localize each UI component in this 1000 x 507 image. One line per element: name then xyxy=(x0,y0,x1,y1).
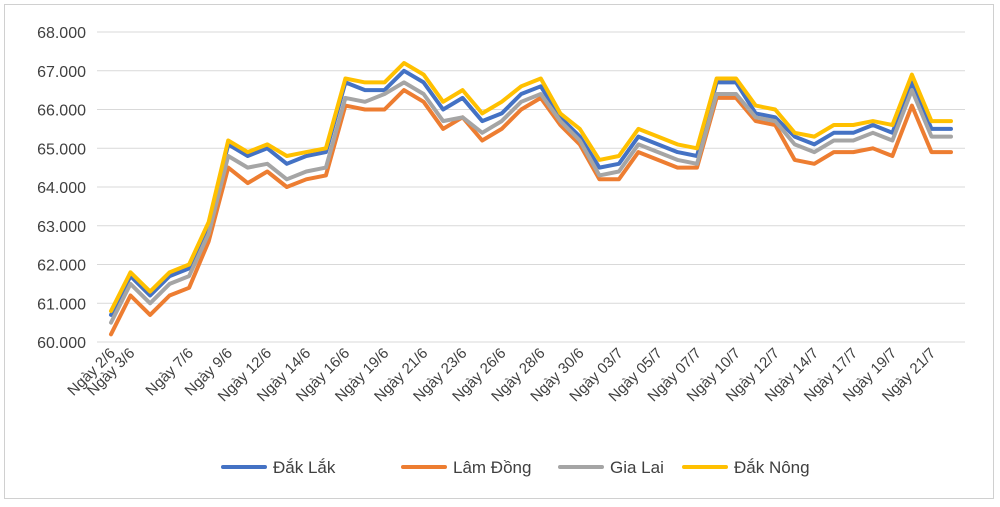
legend-label: Gia Lai xyxy=(610,458,664,477)
series-lines xyxy=(109,61,953,337)
y-axis-tick-labels: 60.000 61.000 62.000 63.000 64.000 65.000 66.0… xyxy=(37,25,86,352)
chart-frame xyxy=(4,4,994,499)
gridlines xyxy=(97,31,965,343)
y-tick-label: 65.000 xyxy=(37,141,86,158)
y-tick-label: 60.000 xyxy=(37,335,86,352)
series-line xyxy=(109,61,953,313)
y-tick-label: 64.000 xyxy=(37,180,86,197)
legend-label: Đắk Lắk xyxy=(273,458,336,477)
y-tick-label: 67.000 xyxy=(37,64,86,81)
series-line xyxy=(109,88,953,337)
y-tick-label: 63.000 xyxy=(37,219,86,236)
series-line xyxy=(109,68,953,317)
y-tick-label: 66.000 xyxy=(37,103,86,120)
legend-label: Đắk Nông xyxy=(734,458,810,477)
legend: Đắk Lắk Lâm Đồng Gia Lai Đắk Nông xyxy=(221,458,810,477)
y-tick-label: 61.000 xyxy=(37,296,86,313)
y-tick-label: 62.000 xyxy=(37,258,86,275)
y-tick-label: 68.000 xyxy=(37,25,86,42)
legend-label: Lâm Đồng xyxy=(453,458,531,477)
series-line xyxy=(109,80,953,325)
